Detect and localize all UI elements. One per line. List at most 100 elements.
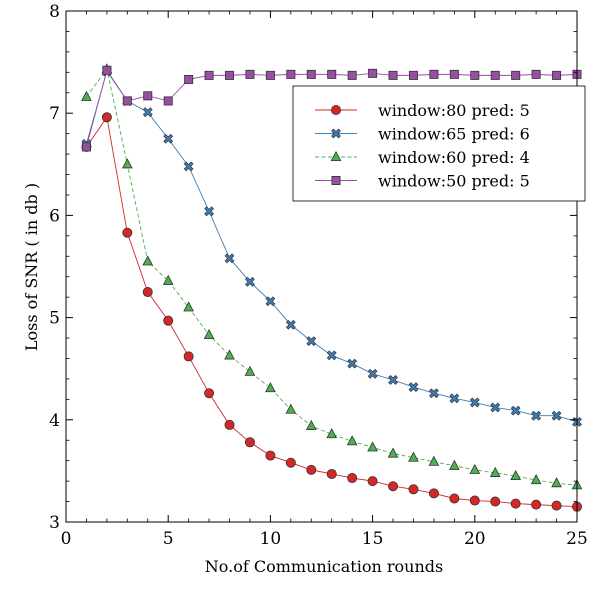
data-point [551, 500, 562, 511]
data-point [489, 466, 501, 477]
data-point [184, 74, 194, 84]
x-tick-label: 10 [260, 529, 282, 549]
legend-label: window:60 pred: 4 [378, 148, 530, 167]
data-point [530, 474, 542, 485]
data-point [347, 70, 357, 80]
data-point [531, 499, 542, 510]
x-tick-label: 0 [61, 529, 72, 549]
data-point [285, 457, 296, 468]
data-point [285, 319, 296, 330]
y-tick-label: 8 [49, 2, 60, 22]
legend-marker [330, 105, 341, 116]
legend-item: window:80 pred: 5 [315, 101, 530, 120]
data-point [326, 428, 338, 439]
data-point [142, 287, 153, 298]
data-point [162, 274, 174, 285]
data-point [429, 388, 439, 399]
data-point [388, 70, 398, 80]
data-point [388, 375, 398, 385]
data-point [428, 488, 439, 499]
data-point [449, 459, 460, 470]
data-point [204, 388, 215, 399]
y-axis-label: Loss of SNR ( in db ) [22, 183, 41, 351]
data-point [285, 403, 297, 414]
data-point [183, 351, 194, 362]
data-point [143, 91, 153, 101]
y-tick-label: 3 [49, 513, 60, 533]
data-point [531, 69, 541, 79]
data-point [245, 69, 255, 79]
data-point [265, 296, 276, 307]
data-point [265, 382, 276, 393]
legend-item: window:50 pred: 5 [315, 172, 530, 191]
data-point [510, 469, 522, 481]
data-point [347, 473, 358, 484]
x-tick-label: 25 [566, 529, 588, 549]
data-point [551, 410, 562, 421]
data-point [326, 468, 337, 479]
data-point [367, 441, 378, 452]
data-point [142, 255, 154, 266]
legend-item: window:65 pred: 6 [315, 125, 530, 144]
data-point [429, 69, 439, 79]
data-point [490, 496, 501, 507]
data-point [265, 450, 276, 461]
data-point [449, 493, 460, 504]
series-4 [81, 65, 582, 152]
y-tick-label: 6 [49, 206, 60, 226]
legend-label: window:80 pred: 5 [378, 101, 530, 120]
data-point [122, 227, 133, 238]
data-point [183, 161, 194, 172]
data-point [387, 447, 399, 458]
legend-marker [331, 175, 341, 185]
legend: window:80 pred: 5 window:65 pred: 6 window… [292, 85, 586, 202]
data-point [305, 419, 317, 430]
data-point [470, 70, 480, 80]
data-point [510, 405, 521, 416]
legend-item: window:60 pred: 4 [315, 148, 530, 167]
data-point [408, 382, 419, 392]
data-point [449, 393, 460, 404]
series-layer [81, 63, 583, 512]
data-point [163, 315, 174, 326]
data-point [163, 96, 173, 106]
data-point [490, 70, 500, 80]
data-point [511, 70, 521, 80]
data-point [327, 69, 337, 79]
legend-marker [331, 128, 341, 139]
data-point [408, 484, 419, 495]
ticks-layer: 0 5 10 15 20 25 3 4 5 6 7 8 [49, 2, 588, 549]
data-point [204, 206, 214, 217]
data-point [224, 253, 235, 264]
data-point [449, 69, 459, 79]
data-point [142, 107, 153, 118]
x-tick-label: 5 [163, 529, 174, 549]
y-tick-label: 7 [49, 104, 60, 124]
data-point [326, 350, 337, 361]
data-point [368, 68, 378, 78]
data-point [306, 69, 316, 79]
data-point [408, 451, 419, 462]
data-point [408, 70, 418, 80]
data-point [551, 477, 562, 488]
data-point [490, 402, 501, 413]
data-point [469, 463, 481, 474]
data-point [245, 276, 255, 287]
data-point [265, 70, 275, 80]
data-point [81, 142, 91, 152]
data-point [121, 158, 133, 169]
data-point [101, 112, 112, 123]
data-point [367, 476, 378, 487]
legend-marker [330, 150, 342, 162]
data-point [122, 96, 132, 106]
data-point [163, 133, 174, 144]
legend-label: window:65 pred: 6 [378, 125, 530, 144]
data-point [552, 70, 562, 80]
data-point [244, 365, 256, 376]
data-point [367, 368, 378, 379]
data-point [469, 397, 480, 408]
data-point [81, 90, 92, 101]
data-point [203, 328, 215, 340]
plot-frame [65, 10, 578, 523]
